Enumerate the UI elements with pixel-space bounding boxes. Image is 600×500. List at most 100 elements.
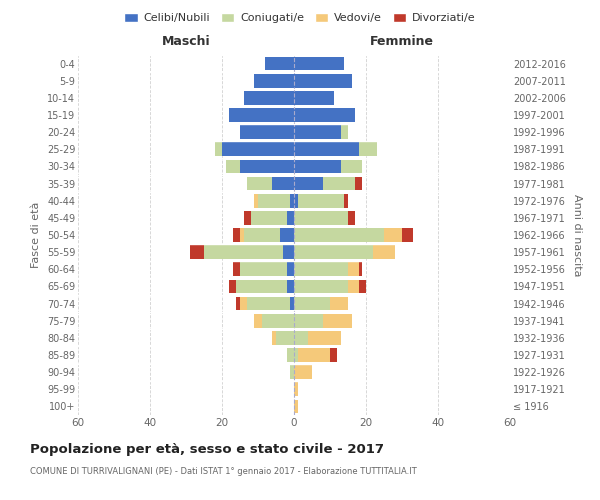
Bar [294,176,323,190]
Bar [283,246,294,259]
Bar [355,176,362,190]
Bar [294,331,308,344]
Bar [240,262,294,276]
Bar [294,314,323,328]
Bar [247,176,294,190]
Bar [298,194,344,207]
Bar [348,262,359,276]
Bar [294,296,330,310]
Bar [244,91,294,104]
Bar [240,160,294,173]
Bar [294,211,348,224]
Bar [287,348,294,362]
Bar [254,74,294,88]
Text: Femmine: Femmine [370,35,434,48]
Bar [204,246,294,259]
Bar [265,56,294,70]
Bar [236,280,294,293]
Bar [244,91,294,104]
Bar [244,228,294,242]
Bar [251,211,294,224]
Bar [254,74,294,88]
Bar [287,211,294,224]
Bar [287,262,294,276]
Bar [294,142,359,156]
Bar [359,142,377,156]
Bar [294,400,298,413]
Bar [240,296,294,310]
Bar [254,74,294,88]
Bar [229,108,294,122]
Bar [294,228,384,242]
Bar [244,91,294,104]
Bar [294,382,298,396]
Bar [272,331,294,344]
Y-axis label: Fasce di età: Fasce di età [31,202,41,268]
Bar [272,176,294,190]
Bar [294,74,352,88]
Bar [348,280,359,293]
Bar [236,280,294,293]
Bar [254,314,294,328]
Bar [280,228,294,242]
Bar [229,280,294,293]
Bar [373,246,395,259]
Bar [294,91,334,104]
Bar [240,262,294,276]
Bar [290,194,294,207]
Bar [294,160,341,173]
Bar [240,126,294,139]
Text: Maschi: Maschi [161,35,211,48]
Bar [359,262,362,276]
Bar [226,160,294,173]
Bar [222,142,294,156]
Bar [229,108,294,122]
Bar [294,262,348,276]
Text: COMUNE DI TURRIVALIGNANI (PE) - Dati ISTAT 1° gennaio 2017 - Elaborazione TUTTIT: COMUNE DI TURRIVALIGNANI (PE) - Dati IST… [30,468,417,476]
Bar [251,211,294,224]
Bar [254,74,294,88]
Bar [254,194,294,207]
Bar [294,108,355,122]
Bar [294,366,312,379]
Bar [308,331,341,344]
Bar [298,348,330,362]
Bar [341,126,348,139]
Bar [265,56,294,70]
Bar [323,314,352,328]
Bar [294,56,344,70]
Text: Popolazione per età, sesso e stato civile - 2017: Popolazione per età, sesso e stato civil… [30,442,384,456]
Bar [276,331,294,344]
Bar [247,176,294,190]
Bar [240,126,294,139]
Bar [262,314,294,328]
Bar [226,160,294,173]
Bar [359,280,366,293]
Bar [287,348,294,362]
Bar [384,228,402,242]
Bar [341,160,362,173]
Bar [254,314,294,328]
Bar [348,211,355,224]
Bar [229,108,294,122]
Bar [258,194,294,207]
Legend: Celibi/Nubili, Coniugati/e, Vedovi/e, Divorziati/e: Celibi/Nubili, Coniugati/e, Vedovi/e, Di… [120,8,480,28]
Bar [290,366,294,379]
Bar [240,228,294,242]
Bar [294,246,373,259]
Bar [290,296,294,310]
Bar [204,246,294,259]
Bar [254,194,294,207]
Bar [265,56,294,70]
Bar [190,246,294,259]
Bar [294,280,348,293]
Bar [287,348,294,362]
Bar [330,348,337,362]
Bar [244,211,294,224]
Bar [229,108,294,122]
Bar [323,176,355,190]
Bar [330,296,348,310]
Bar [272,331,294,344]
Bar [344,194,348,207]
Bar [240,126,294,139]
